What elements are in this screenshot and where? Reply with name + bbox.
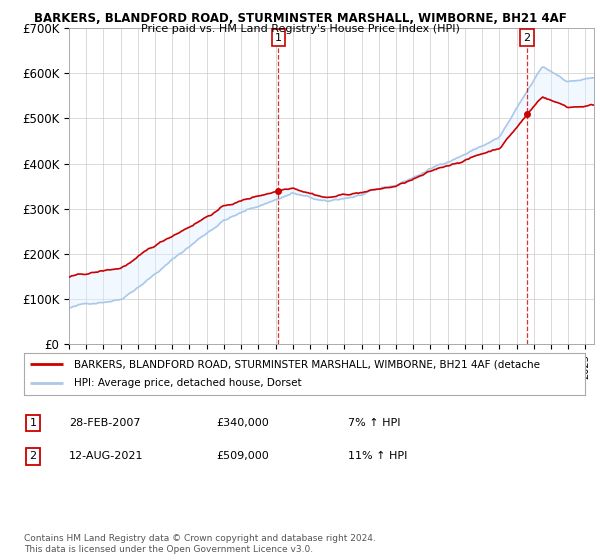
- Text: Price paid vs. HM Land Registry's House Price Index (HPI): Price paid vs. HM Land Registry's House …: [140, 24, 460, 34]
- Text: BARKERS, BLANDFORD ROAD, STURMINSTER MARSHALL, WIMBORNE, BH21 4AF (detache: BARKERS, BLANDFORD ROAD, STURMINSTER MAR…: [74, 359, 541, 369]
- Point: [523, 110, 532, 119]
- Text: 1: 1: [29, 418, 37, 428]
- Text: Contains HM Land Registry data © Crown copyright and database right 2024.: Contains HM Land Registry data © Crown c…: [24, 534, 376, 543]
- Point: [274, 186, 283, 195]
- Text: 7% ↑ HPI: 7% ↑ HPI: [348, 418, 401, 428]
- Text: 11% ↑ HPI: 11% ↑ HPI: [348, 451, 407, 461]
- Text: 12-AUG-2021: 12-AUG-2021: [69, 451, 143, 461]
- Text: 2: 2: [524, 32, 531, 43]
- Text: This data is licensed under the Open Government Licence v3.0.: This data is licensed under the Open Gov…: [24, 545, 313, 554]
- Text: 2: 2: [29, 451, 37, 461]
- Text: BARKERS, BLANDFORD ROAD, STURMINSTER MARSHALL, WIMBORNE, BH21 4AF: BARKERS, BLANDFORD ROAD, STURMINSTER MAR…: [34, 12, 566, 25]
- Text: 28-FEB-2007: 28-FEB-2007: [69, 418, 140, 428]
- Text: HPI: Average price, detached house, Dorset: HPI: Average price, detached house, Dors…: [74, 379, 302, 389]
- Text: 1: 1: [275, 32, 282, 43]
- Text: £509,000: £509,000: [216, 451, 269, 461]
- Text: £340,000: £340,000: [216, 418, 269, 428]
